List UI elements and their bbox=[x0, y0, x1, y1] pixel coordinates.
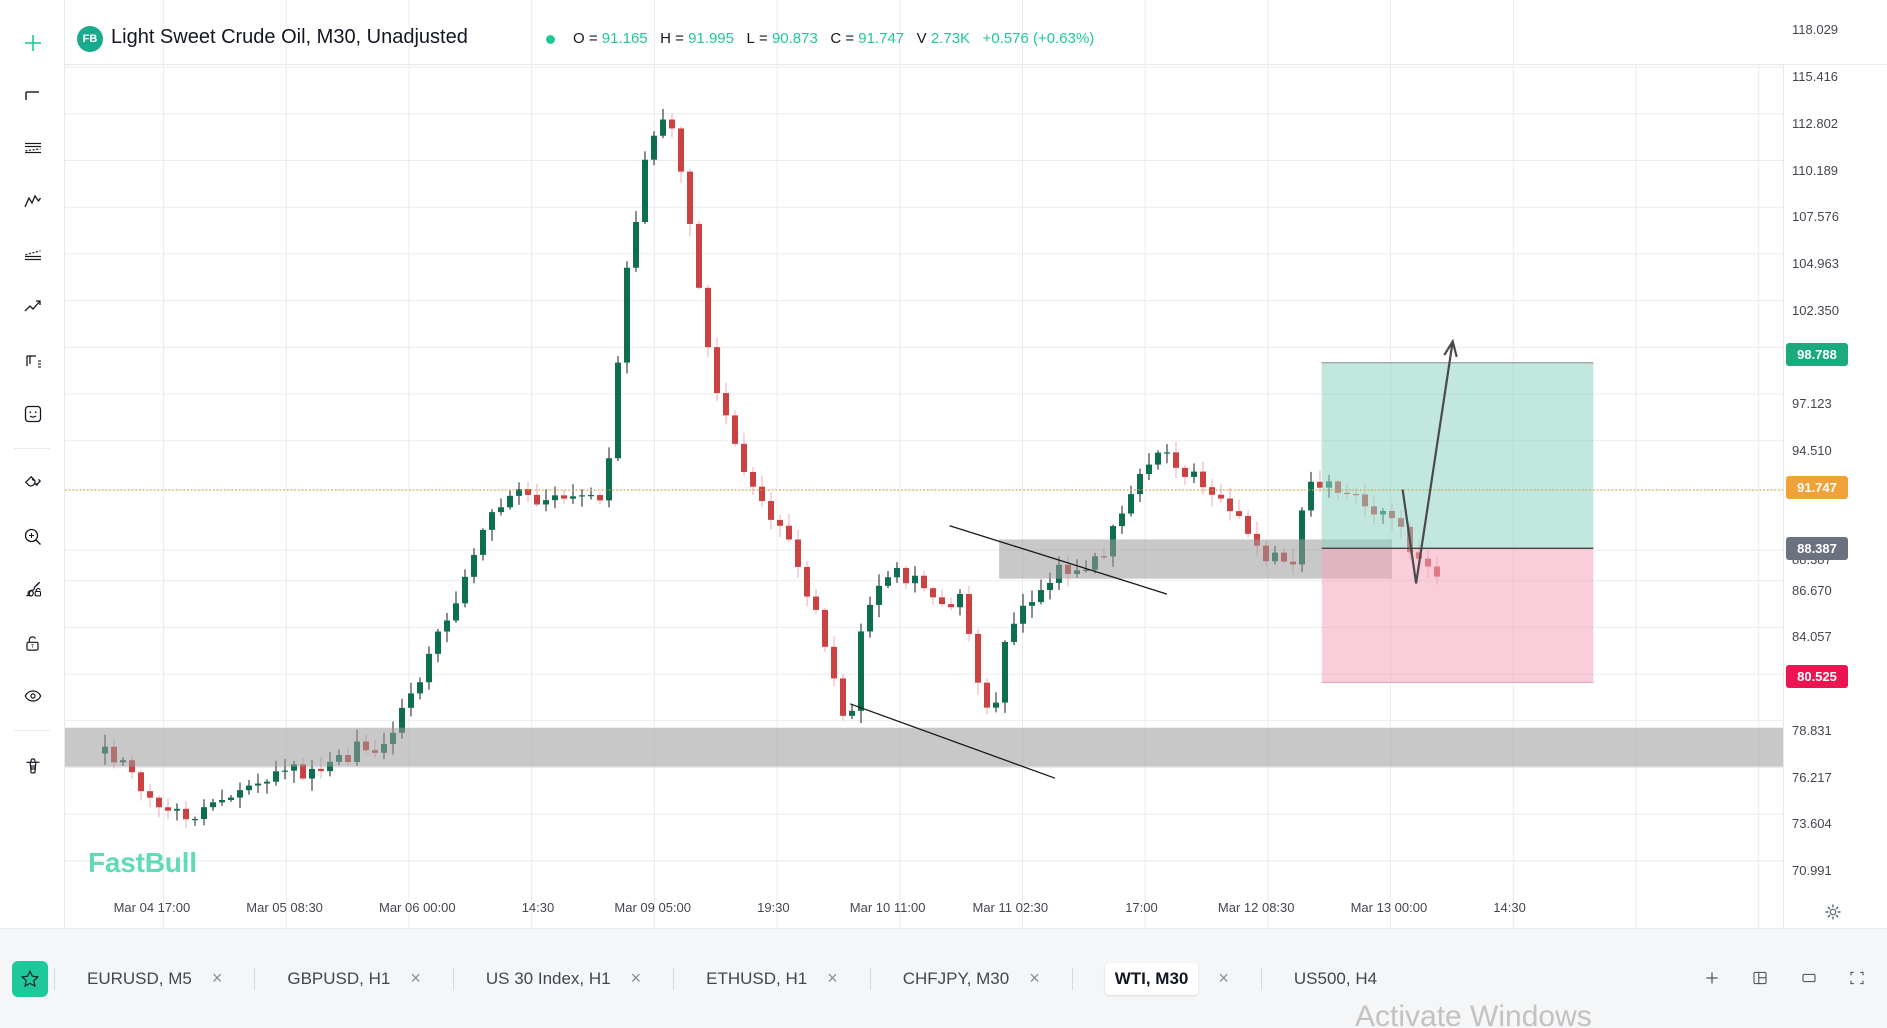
svg-text:T: T bbox=[30, 644, 34, 650]
